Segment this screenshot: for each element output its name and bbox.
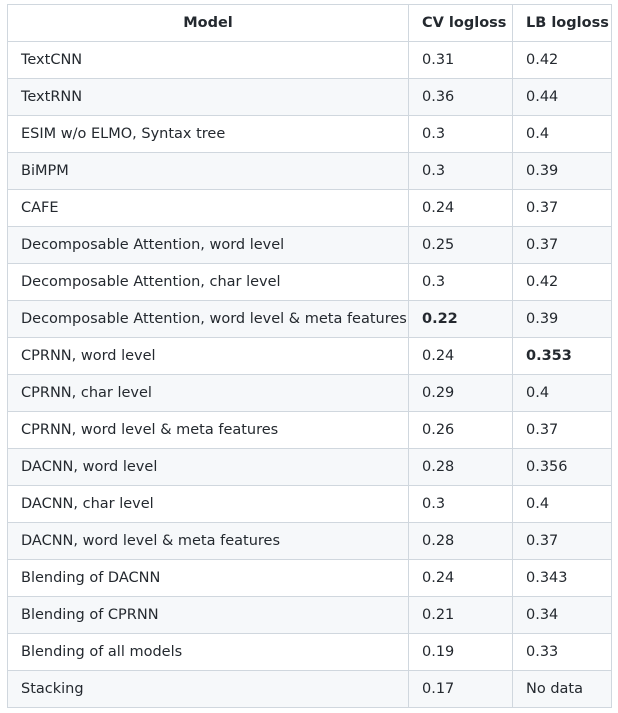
table-row: Blending of CPRNN 0.21 0.34: [7, 596, 612, 634]
cell-lb-logloss: 0.33: [512, 633, 612, 671]
table-row: TextCNN 0.31 0.42: [7, 41, 612, 79]
table-header: Model CV logloss LB logloss: [7, 4, 612, 42]
table-row: Blending of DACNN 0.24 0.343: [7, 559, 612, 597]
results-table-container: Model CV logloss LB logloss TextCNN 0.31 0…: [7, 4, 612, 708]
cell-model: BiMPM: [7, 152, 409, 190]
cell-lb-logloss: 0.42: [512, 41, 612, 79]
table-row: TextRNN 0.36 0.44: [7, 78, 612, 116]
cell-lb-logloss: 0.343: [512, 559, 612, 597]
cell-lb-logloss: 0.4: [512, 115, 612, 153]
cell-lb-logloss: 0.39: [512, 152, 612, 190]
cell-cv-logloss: 0.25: [408, 226, 513, 264]
header-lb-logloss: LB logloss: [512, 4, 612, 42]
table-row: CAFE 0.24 0.37: [7, 189, 612, 227]
cell-cv-logloss: 0.28: [408, 448, 513, 486]
cell-cv-logloss: 0.17: [408, 670, 513, 708]
cell-cv-logloss: 0.19: [408, 633, 513, 671]
cell-model: Decomposable Attention, word level & met…: [7, 300, 409, 338]
cell-model: Decomposable Attention, char level: [7, 263, 409, 301]
cell-lb-logloss: 0.39: [512, 300, 612, 338]
cell-model: Blending of DACNN: [7, 559, 409, 597]
table-row: Stacking 0.17 No data: [7, 670, 612, 708]
cell-cv-logloss: 0.24: [408, 189, 513, 227]
cell-cv-logloss: 0.28: [408, 522, 513, 560]
cell-cv-logloss: 0.3: [408, 152, 513, 190]
cell-model: DACNN, word level: [7, 448, 409, 486]
cell-cv-logloss: 0.29: [408, 374, 513, 412]
cell-model: Blending of all models: [7, 633, 409, 671]
cell-cv-logloss: 0.3: [408, 485, 513, 523]
cell-model: CPRNN, word level: [7, 337, 409, 375]
cell-model: Blending of CPRNN: [7, 596, 409, 634]
cell-model: CPRNN, char level: [7, 374, 409, 412]
cell-cv-logloss: 0.26: [408, 411, 513, 449]
table-row: Blending of all models 0.19 0.33: [7, 633, 612, 671]
header-cv-logloss: CV logloss: [408, 4, 513, 42]
cell-lb-logloss: 0.37: [512, 411, 612, 449]
cell-model: DACNN, char level: [7, 485, 409, 523]
table-row: DACNN, word level 0.28 0.356: [7, 448, 612, 486]
cell-lb-logloss: No data: [512, 670, 612, 708]
cell-model: Stacking: [7, 670, 409, 708]
table-row: BiMPM 0.3 0.39: [7, 152, 612, 190]
cell-model: CAFE: [7, 189, 409, 227]
table-row: CPRNN, word level & meta features 0.26 0.3…: [7, 411, 612, 449]
results-table: Model CV logloss LB logloss TextCNN 0.31 0…: [7, 4, 612, 708]
header-row: Model CV logloss LB logloss: [7, 4, 612, 42]
table-row: DACNN, char level 0.3 0.4: [7, 485, 612, 523]
table-row: ESIM w/o ELMO, Syntax tree 0.3 0.4: [7, 115, 612, 153]
cell-lb-logloss: 0.353: [512, 337, 612, 375]
cell-cv-logloss: 0.21: [408, 596, 513, 634]
cell-model: ESIM w/o ELMO, Syntax tree: [7, 115, 409, 153]
table-row: Decomposable Attention, word level 0.25 0.…: [7, 226, 612, 264]
table-row: Decomposable Attention, char level 0.3 0.4…: [7, 263, 612, 301]
cell-lb-logloss: 0.4: [512, 485, 612, 523]
table-row: CPRNN, word level 0.24 0.353: [7, 337, 612, 375]
table-row: DACNN, word level & meta features 0.28 0.3…: [7, 522, 612, 560]
cell-cv-logloss: 0.3: [408, 115, 513, 153]
cell-cv-logloss: 0.24: [408, 337, 513, 375]
cell-lb-logloss: 0.42: [512, 263, 612, 301]
cell-lb-logloss: 0.4: [512, 374, 612, 412]
table-row: Decomposable Attention, word level & met…: [7, 300, 612, 338]
table-body: TextCNN 0.31 0.42 TextRNN 0.36 0.44 ESIM w/o E…: [7, 41, 612, 708]
cell-model: Decomposable Attention, word level: [7, 226, 409, 264]
cell-cv-logloss: 0.31: [408, 41, 513, 79]
cell-model: DACNN, word level & meta features: [7, 522, 409, 560]
cell-cv-logloss: 0.22: [408, 300, 513, 338]
cell-lb-logloss: 0.356: [512, 448, 612, 486]
cell-cv-logloss: 0.36: [408, 78, 513, 116]
header-model: Model: [7, 4, 409, 42]
cell-lb-logloss: 0.34: [512, 596, 612, 634]
table-row: CPRNN, char level 0.29 0.4: [7, 374, 612, 412]
cell-lb-logloss: 0.37: [512, 226, 612, 264]
cell-cv-logloss: 0.3: [408, 263, 513, 301]
cell-lb-logloss: 0.44: [512, 78, 612, 116]
cell-cv-logloss: 0.24: [408, 559, 513, 597]
cell-model: TextRNN: [7, 78, 409, 116]
cell-lb-logloss: 0.37: [512, 189, 612, 227]
cell-lb-logloss: 0.37: [512, 522, 612, 560]
cell-model: CPRNN, word level & meta features: [7, 411, 409, 449]
cell-model: TextCNN: [7, 41, 409, 79]
